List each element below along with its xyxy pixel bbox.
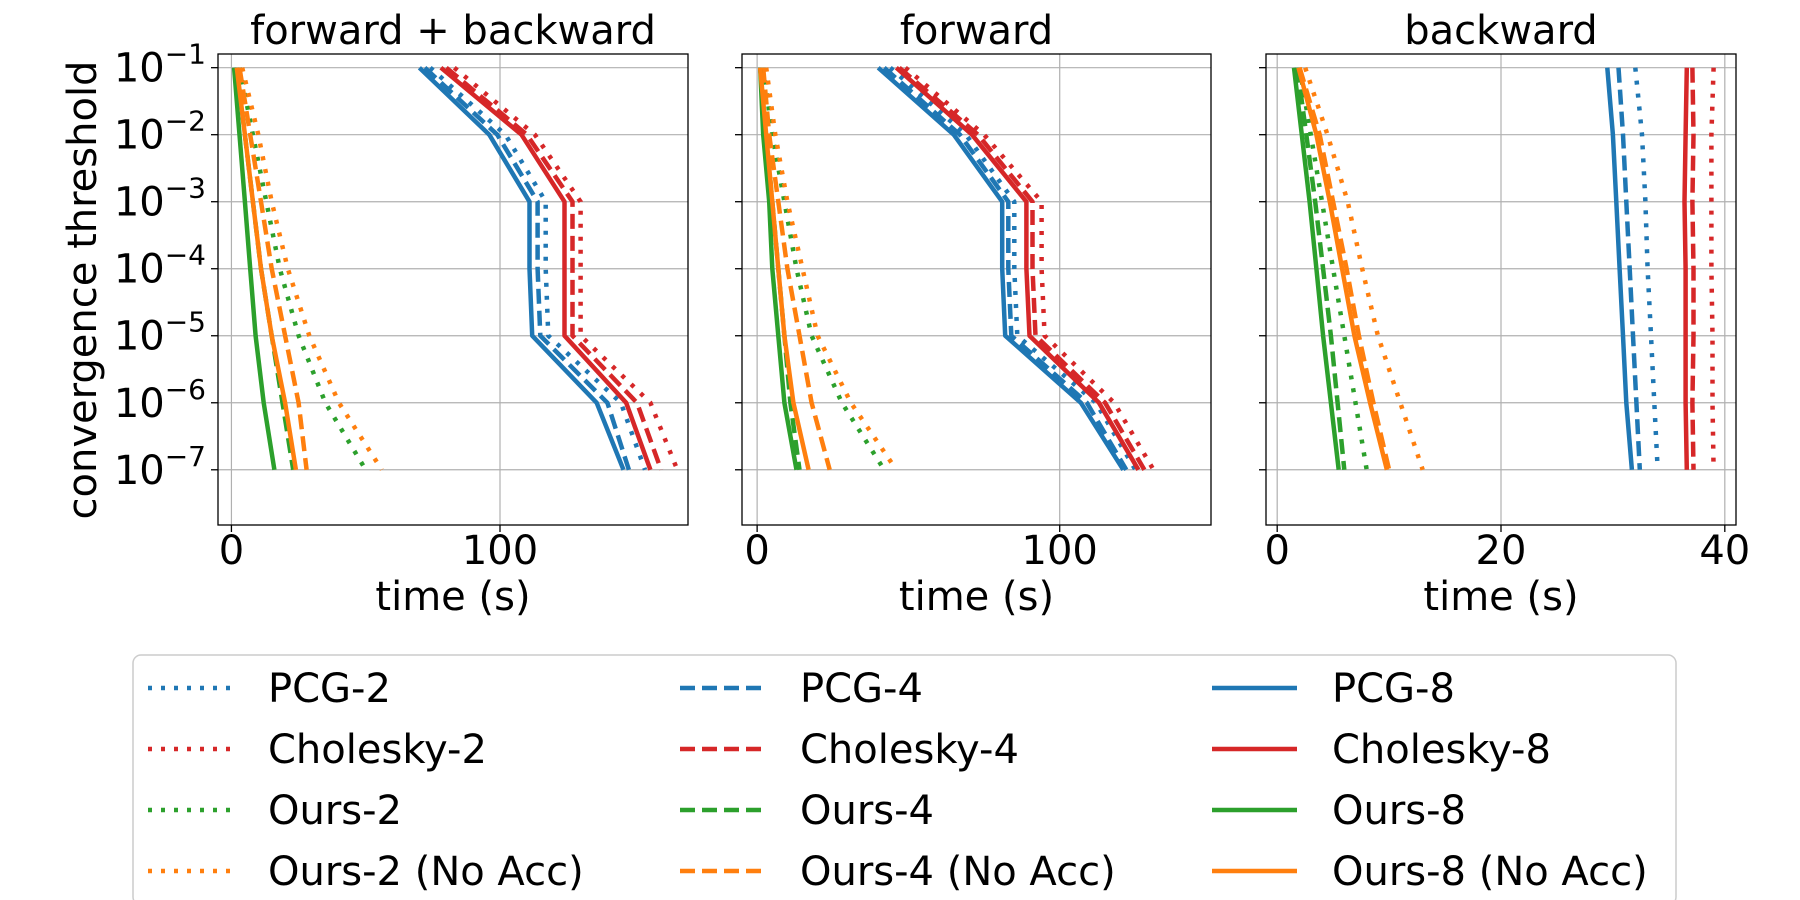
series-line-cholesky-8 [1682, 67, 1690, 470]
series-line-ours-2 [237, 67, 368, 471]
legend-label: Ours-2 [268, 788, 402, 834]
series-line-cholesky-2 [1709, 67, 1716, 470]
legend-label: Ours-4 [800, 788, 934, 834]
series-line-ours-2-no-acc [240, 67, 384, 472]
series-line-pcg-2 [1633, 67, 1660, 470]
legend-label: Ours-4 (No Acc) [800, 849, 1116, 895]
legend-item: Ours-2 (No Acc) [148, 849, 584, 895]
plot-frame [741, 53, 1212, 526]
y-tick-label: 10−4 [114, 239, 206, 293]
panels: 10−1 10−2 10−3 10−4 10−5 10−6 10−7 0 100 forward … [114, 8, 1750, 620]
legend-label: Cholesky-4 [800, 727, 1019, 773]
series-line-cholesky-4 [444, 65, 664, 471]
series-line-cholesky-2 [452, 65, 680, 471]
series-line-pcg-4 [1616, 67, 1643, 470]
legend-item: PCG-4 [680, 666, 923, 712]
series-line-pcg-8 [417, 66, 626, 471]
grid [742, 54, 1211, 525]
series-line-ours-8-no-acc [234, 67, 299, 471]
y-tick-label: 10−2 [114, 105, 206, 159]
series-lines [1291, 66, 1716, 471]
x-axis-label: time (s) [1423, 574, 1578, 620]
series-line-ours-8-no-acc [1296, 67, 1390, 471]
chart-panel-2: 0 100 forward time (s) [735, 8, 1212, 620]
chart-panel-3: 0 20 40 backward time (s) [1259, 8, 1750, 620]
series-line-pcg-2 [888, 66, 1138, 471]
series-line-ours-8 [1291, 67, 1341, 471]
x-axis-label: time (s) [899, 574, 1054, 620]
x-tick-label: 0 [744, 528, 769, 574]
legend-item: Ours-4 [680, 788, 934, 834]
panel-title: forward [900, 8, 1053, 54]
legend-item: PCG-8 [1212, 666, 1455, 712]
panel-title: backward [1404, 8, 1597, 54]
x-tick-label: 20 [1476, 528, 1527, 574]
series-line-ours-4 [1295, 67, 1347, 471]
legend-item: PCG-2 [148, 666, 391, 712]
series-line-ours-4-no-acc [760, 67, 832, 471]
legend-label: Cholesky-2 [268, 727, 487, 773]
series-line-ours-8 [757, 67, 799, 471]
series-line-ours-4-no-acc [1297, 67, 1392, 471]
series-line-ours-8 [231, 67, 277, 471]
legend-label: PCG-4 [800, 666, 923, 712]
legend-label: Ours-8 [1332, 788, 1466, 834]
legend-item: Cholesky-2 [148, 727, 487, 773]
legend-frame [132, 654, 1677, 900]
x-tick-label: 0 [1264, 528, 1289, 574]
legend-label: Cholesky-8 [1332, 727, 1551, 773]
y-tick-label: 10−5 [114, 306, 206, 360]
legend-label: Ours-8 (No Acc) [1332, 849, 1648, 895]
series-line-ours-2 [1297, 67, 1369, 471]
y-tick-label: 10−3 [114, 172, 206, 226]
y-tick-label: 10−6 [114, 373, 206, 427]
legend-label: PCG-8 [1332, 666, 1455, 712]
legend: PCG-2 Cholesky-2 Ours-2 Ours-2 (No Acc) PCG-… [132, 654, 1677, 900]
series-line-cholesky-4 [1690, 67, 1696, 470]
x-axis-label: time (s) [375, 574, 530, 620]
plot-frame [217, 53, 689, 526]
legend-label: PCG-2 [268, 666, 391, 712]
series-lines [757, 65, 1156, 472]
panel-title: forward + backward [250, 8, 656, 54]
legend-label: Ours-2 (No Acc) [268, 849, 584, 895]
x-tick-label: 100 [462, 528, 538, 574]
chart-panel-1: 10−1 10−2 10−3 10−4 10−5 10−6 10−7 0 100 forward … [114, 8, 689, 620]
series-line-ours-2 [760, 67, 887, 472]
legend-item: Ours-8 (No Acc) [1212, 849, 1648, 895]
x-tick-label: 0 [219, 528, 244, 574]
series-line-pcg-8 [876, 66, 1126, 472]
y-axis-label: convergence threshold [60, 61, 106, 520]
y-tick-label: 10−7 [114, 440, 206, 494]
series-line-cholesky-8 [894, 66, 1141, 471]
series-line-ours-8-no-acc [757, 67, 811, 471]
legend-item: Cholesky-4 [680, 727, 1019, 773]
series-lines [231, 65, 680, 472]
series-line-pcg-4 [423, 66, 632, 471]
grid [1266, 54, 1736, 525]
series-line-ours-2-no-acc [1303, 66, 1425, 471]
legend-item: Ours-4 (No Acc) [680, 849, 1116, 895]
legend-item: Ours-2 [148, 788, 402, 834]
x-tick-label: 100 [1022, 528, 1098, 574]
series-line-pcg-8 [1605, 67, 1635, 470]
x-tick-label: 40 [1699, 528, 1750, 574]
series-line-ours-2-no-acc [763, 67, 899, 472]
series-line-cholesky-8 [439, 65, 653, 471]
series-line-cholesky-4 [897, 65, 1147, 471]
series-line-pcg-4 [882, 66, 1129, 471]
y-tick-label: 10−1 [114, 38, 206, 92]
legend-item: Cholesky-8 [1212, 727, 1551, 773]
series-line-ours-4-no-acc [237, 67, 309, 471]
legend-item: Ours-8 [1212, 788, 1466, 834]
